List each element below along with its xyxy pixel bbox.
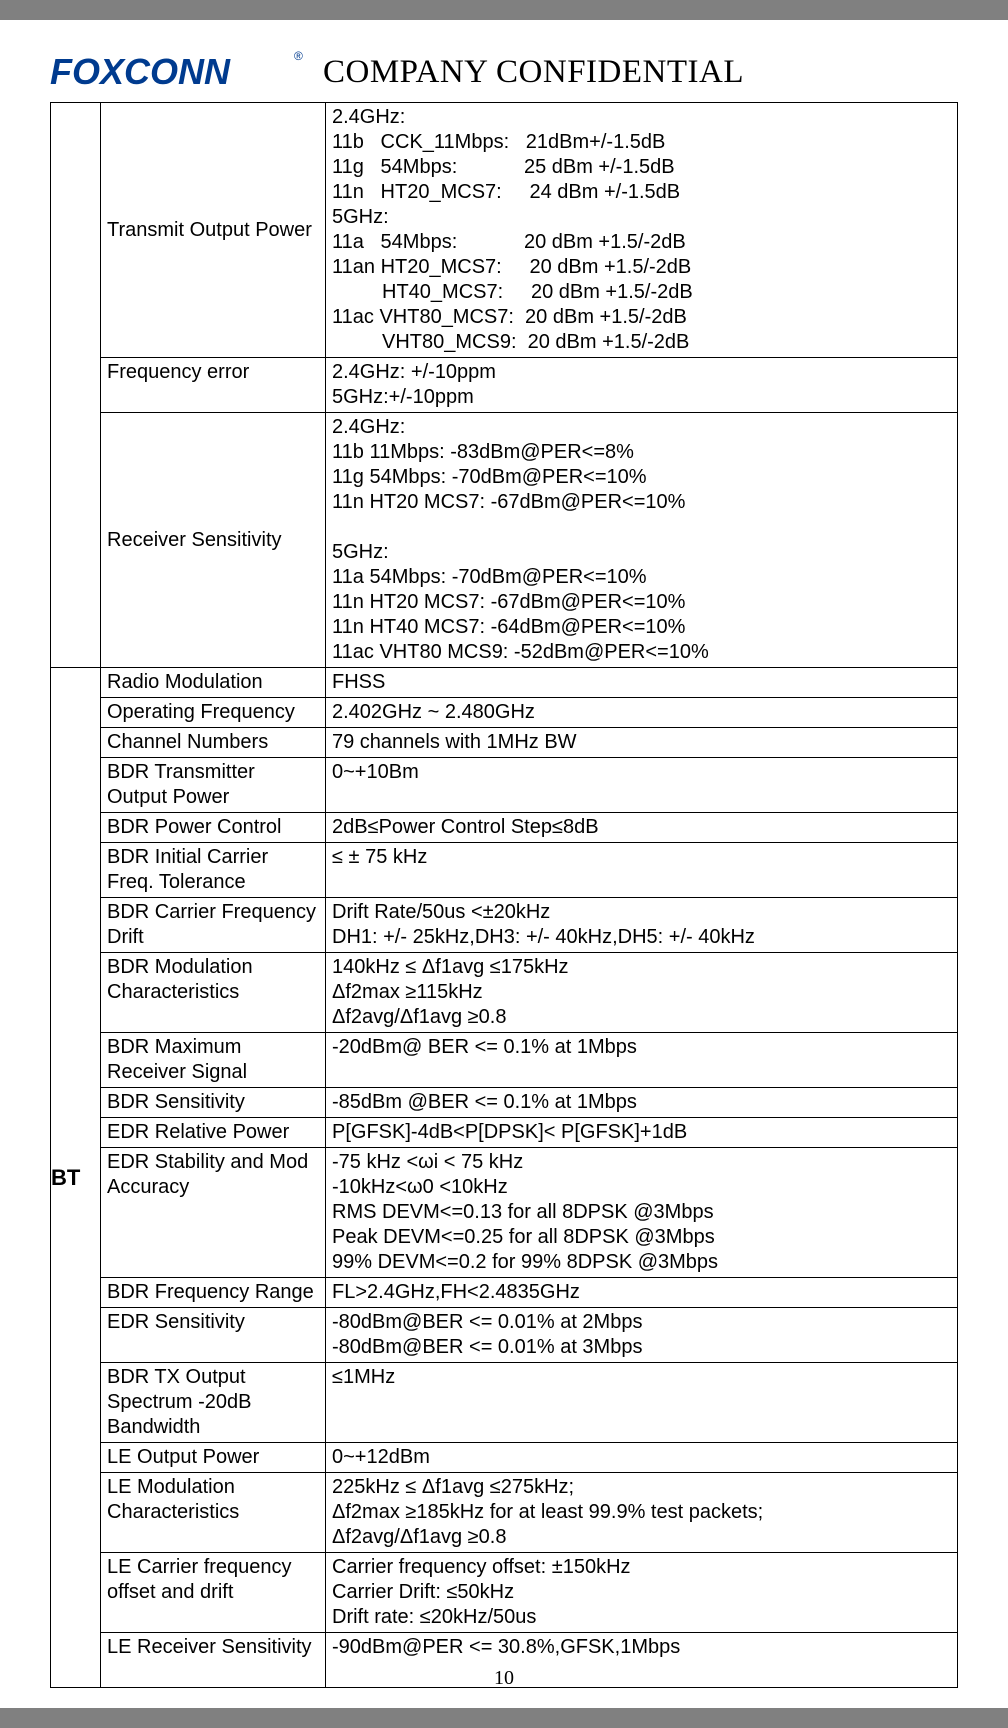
table-row: EDR Relative PowerP[GFSK]-4dB<P[DPSK]< P… [51,1118,958,1148]
param-cell: BDR Initial Carrier Freq. Tolerance [101,843,326,898]
param-cell: EDR Stability and Mod Accuracy [101,1148,326,1278]
value-cell: 0~+10Bm [326,758,958,813]
table-row: EDR Stability and Mod Accuracy-75 kHz <ω… [51,1148,958,1278]
value-cell: 2dB≤Power Control Step≤8dB [326,813,958,843]
category-cell-wifi [51,103,101,668]
param-cell: LE Carrier frequency offset and drift [101,1553,326,1633]
value-cell: 79 channels with 1MHz BW [326,728,958,758]
param-cell: BDR Frequency Range [101,1278,326,1308]
param-cell: EDR Relative Power [101,1118,326,1148]
param-cell: Radio Modulation [101,668,326,698]
table-row: BTRadio ModulationFHSS [51,668,958,698]
param-cell: EDR Sensitivity [101,1308,326,1363]
table-row: Frequency error2.4GHz: +/-10ppm 5GHz:+/-… [51,358,958,413]
param-cell: BDR Maximum Receiver Signal [101,1033,326,1088]
param-cell: LE Output Power [101,1443,326,1473]
table-row: EDR Sensitivity-80dBm@BER <= 0.01% at 2M… [51,1308,958,1363]
param-cell: LE Modulation Characteristics [101,1473,326,1553]
table-row: BDR Power Control2dB≤Power Control Step≤… [51,813,958,843]
value-cell: -20dBm@ BER <= 0.1% at 1Mbps [326,1033,958,1088]
value-cell: Carrier frequency offset: ±150kHz Carrie… [326,1553,958,1633]
value-cell: -85dBm @BER <= 0.1% at 1Mbps [326,1088,958,1118]
value-cell: 140kHz ≤ Δf1avg ≤175kHz Δf2max ≥115kHz Δ… [326,953,958,1033]
param-cell: BDR TX Output Spectrum -20dB Bandwidth [101,1363,326,1443]
value-cell: -75 kHz <ωi < 75 kHz -10kHz<ω0 <10kHz RM… [326,1148,958,1278]
table-row: BDR Frequency RangeFL>2.4GHz,FH<2.4835GH… [51,1278,958,1308]
value-cell: 2.4GHz: +/-10ppm 5GHz:+/-10ppm [326,358,958,413]
value-cell: -80dBm@BER <= 0.01% at 2Mbps -80dBm@BER … [326,1308,958,1363]
table-row: BDR Maximum Receiver Signal-20dBm@ BER <… [51,1033,958,1088]
value-cell: 225kHz ≤ Δf1avg ≤275kHz; Δf2max ≥185kHz … [326,1473,958,1553]
value-cell: 2.4GHz: 11b CCK_11Mbps: 21dBm+/-1.5dB 11… [326,103,958,358]
param-cell: LE Receiver Sensitivity [101,1633,326,1688]
svg-text:FOXCONN: FOXCONN [50,51,231,92]
value-cell: P[GFSK]-4dB<P[DPSK]< P[GFSK]+1dB [326,1118,958,1148]
param-cell: BDR Power Control [101,813,326,843]
table-row: BDR Modulation Characteristics140kHz ≤ Δ… [51,953,958,1033]
param-cell: Transmit Output Power [101,103,326,358]
param-cell: Operating Frequency [101,698,326,728]
param-cell: BDR Modulation Characteristics [101,953,326,1033]
page-header: FOXCONN ® COMPANY CONFIDENTIAL [50,50,958,94]
param-cell: Channel Numbers [101,728,326,758]
table-row: BDR Carrier Frequency DriftDrift Rate/50… [51,898,958,953]
page-number: 10 [494,1667,514,1690]
param-cell: BDR Transmitter Output Power [101,758,326,813]
table-row: LE Carrier frequency offset and driftCar… [51,1553,958,1633]
table-row: BDR TX Output Spectrum -20dB Bandwidth≤1… [51,1363,958,1443]
value-cell: Drift Rate/50us <±20kHz DH1: +/- 25kHz,D… [326,898,958,953]
value-cell: ≤ ± 75 kHz [326,843,958,898]
table-row: Receiver Sensitivity2.4GHz: 11b 11Mbps: … [51,413,958,668]
param-cell: Frequency error [101,358,326,413]
table-row: LE Modulation Characteristics225kHz ≤ Δf… [51,1473,958,1553]
table-row: LE Output Power0~+12dBm [51,1443,958,1473]
table-row: BDR Transmitter Output Power0~+10Bm [51,758,958,813]
table-row: Operating Frequency2.402GHz ~ 2.480GHz [51,698,958,728]
param-cell: BDR Sensitivity [101,1088,326,1118]
svg-text:®: ® [294,50,303,63]
table-row: Transmit Output Power2.4GHz: 11b CCK_11M… [51,103,958,358]
value-cell: -90dBm@PER <= 30.8%,GFSK,1Mbps [326,1633,958,1688]
spec-table: Transmit Output Power2.4GHz: 11b CCK_11M… [50,102,958,1688]
value-cell: 0~+12dBm [326,1443,958,1473]
table-row: BDR Initial Carrier Freq. Tolerance≤ ± 7… [51,843,958,898]
document-page: FOXCONN ® COMPANY CONFIDENTIAL Transmit … [0,20,1008,1708]
value-cell: 2.4GHz: 11b 11Mbps: -83dBm@PER<=8% 11g 5… [326,413,958,668]
param-cell: Receiver Sensitivity [101,413,326,668]
company-logo: FOXCONN ® [50,50,305,94]
value-cell: FL>2.4GHz,FH<2.4835GHz [326,1278,958,1308]
confidential-title: COMPANY CONFIDENTIAL [323,54,744,91]
param-cell: BDR Carrier Frequency Drift [101,898,326,953]
value-cell: ≤1MHz [326,1363,958,1443]
value-cell: FHSS [326,668,958,698]
value-cell: 2.402GHz ~ 2.480GHz [326,698,958,728]
table-row: Channel Numbers79 channels with 1MHz BW [51,728,958,758]
table-row: BDR Sensitivity-85dBm @BER <= 0.1% at 1M… [51,1088,958,1118]
category-cell-bt: BT [51,668,101,1688]
